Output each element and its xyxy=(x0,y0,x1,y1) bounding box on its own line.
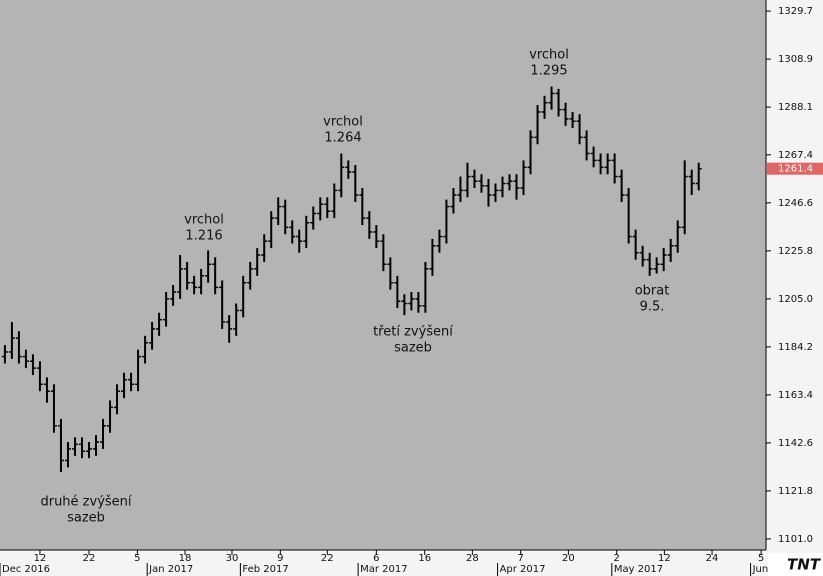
x-tick-label: 2 xyxy=(614,553,620,564)
x-tick-label: 5 xyxy=(134,553,140,564)
annotation: 1.264 xyxy=(324,131,361,146)
x-tick-label: 22 xyxy=(83,553,96,564)
annotation: sazeb xyxy=(67,511,105,526)
y-tick-label: 1205.0 xyxy=(778,294,813,305)
month-label: Dec 2016 xyxy=(2,564,50,575)
annotation: 1.295 xyxy=(530,64,567,79)
month-label: Apr 2017 xyxy=(500,564,546,575)
x-tick-label: 20 xyxy=(562,553,575,564)
y-tick-label: 1288.1 xyxy=(778,102,813,113)
y-tick-label: 1329.7 xyxy=(778,6,813,17)
annotation: vrchol xyxy=(529,48,569,63)
y-tick-label: 1142.6 xyxy=(778,438,813,449)
annotation: 9.5. xyxy=(640,300,665,315)
x-tick-label: 5 xyxy=(758,553,764,564)
logo-box xyxy=(768,553,823,576)
x-tick-label: 24 xyxy=(706,553,719,564)
y-tick-label: 1184.2 xyxy=(778,342,813,353)
y-tick-label: 1101.0 xyxy=(778,534,813,545)
month-label: Jan 2017 xyxy=(148,564,193,575)
annotation: obrat xyxy=(635,284,670,299)
month-label: May 2017 xyxy=(614,564,663,575)
annotation: druhé zvýšení xyxy=(40,495,131,510)
plot-area xyxy=(0,0,766,550)
annotation: vrchol xyxy=(184,213,224,228)
y-tick-label: 1308.9 xyxy=(778,54,813,65)
y-tick-label: 1225.8 xyxy=(778,246,813,257)
annotation: 1.216 xyxy=(185,229,222,244)
last-price-box xyxy=(767,162,823,175)
y-axis-strip xyxy=(766,0,823,576)
annotation: vrchol xyxy=(323,115,363,130)
x-tick-label: 28 xyxy=(466,553,479,564)
x-tick-label: 16 xyxy=(418,553,431,564)
x-tick-label: 18 xyxy=(179,553,192,564)
y-tick-label: 1246.6 xyxy=(778,198,813,209)
annotation: sazeb xyxy=(394,341,432,356)
annotation: třetí zvýšení xyxy=(373,325,453,340)
logo: TNT xyxy=(787,556,822,574)
month-label: Jun xyxy=(752,564,769,575)
month-label: Feb 2017 xyxy=(242,564,288,575)
month-label: Mar 2017 xyxy=(360,564,408,575)
last-price-label: 1261.4 xyxy=(778,164,813,175)
x-tick-label: 7 xyxy=(518,553,524,564)
x-tick-label: 6 xyxy=(373,553,379,564)
y-tick-label: 1121.8 xyxy=(778,486,813,497)
x-tick-label: 22 xyxy=(321,553,334,564)
x-tick-label: 9 xyxy=(277,553,283,564)
y-tick-label: 1163.4 xyxy=(778,390,813,401)
y-tick-label: 1267.4 xyxy=(778,150,813,161)
x-tick-label: 12 xyxy=(34,553,47,564)
x-tick-label: 30 xyxy=(226,553,239,564)
x-tick-label: 12 xyxy=(658,553,671,564)
x-axis-strip xyxy=(0,550,823,576)
